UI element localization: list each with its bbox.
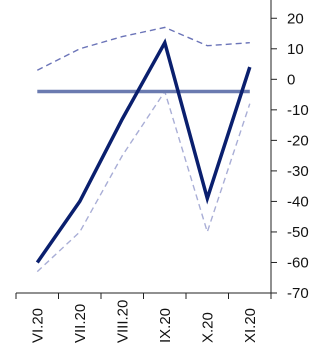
- series-3-line: [36, 26, 250, 71]
- x-tick-label: IX.20: [157, 308, 174, 343]
- y-tick-label: -40: [287, 193, 309, 210]
- x-tick-label: VI.20: [29, 308, 46, 343]
- y-tick-label: -10: [287, 102, 309, 119]
- y-tick-label: -60: [287, 254, 309, 271]
- series-1-line: [35, 38, 252, 264]
- x-tick-label: VIII.20: [114, 300, 131, 343]
- x-tick-label: XI.20: [242, 308, 259, 343]
- y-tick-label: -20: [287, 132, 309, 149]
- y-tick-label: 0: [287, 71, 295, 88]
- y-tick-label: -50: [287, 224, 309, 241]
- y-tick-label: -30: [287, 163, 309, 180]
- y-tick-label: 20: [287, 10, 304, 27]
- series-layer: [35, 26, 252, 273]
- x-tick-label: VII.20: [72, 304, 89, 343]
- y-tick-label: -70: [287, 285, 309, 302]
- series-2-line: [36, 89, 251, 273]
- x-tick-label: X.20: [199, 312, 216, 343]
- y-tick-label: 10: [287, 41, 304, 58]
- axes-layer: 20 10 0 -10 -20 -30 -40 -50 -60 -70 VI.20 VII.20 VII…: [15, 0, 309, 343]
